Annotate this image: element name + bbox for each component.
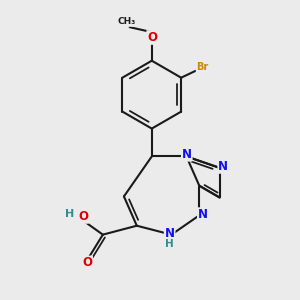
- Text: H: H: [165, 239, 174, 249]
- Text: methoxy: methoxy: [128, 22, 134, 23]
- Text: N: N: [182, 148, 192, 161]
- Text: CH₃: CH₃: [118, 17, 136, 26]
- Text: N: N: [218, 160, 228, 173]
- Text: N: N: [198, 208, 208, 221]
- Text: O: O: [147, 31, 157, 44]
- Text: H: H: [65, 209, 74, 219]
- Text: N: N: [165, 227, 175, 240]
- Text: O: O: [78, 210, 88, 223]
- Text: O: O: [82, 256, 92, 269]
- Text: Br: Br: [196, 61, 209, 72]
